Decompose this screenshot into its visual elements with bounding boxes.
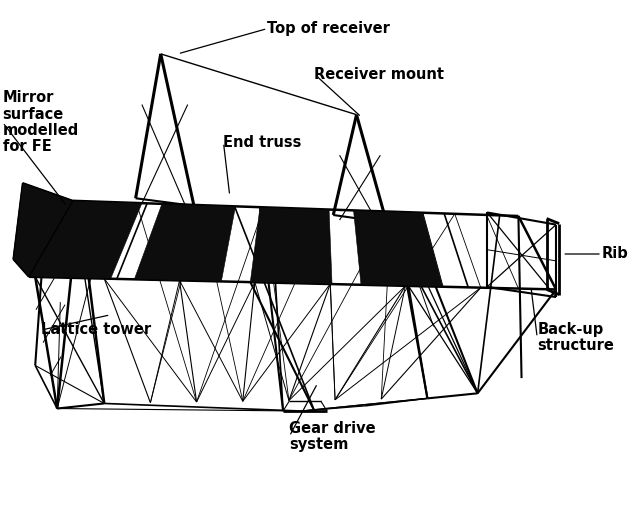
Polygon shape — [135, 204, 236, 281]
Text: Top of receiver: Top of receiver — [267, 21, 391, 36]
Text: Gear drive
system: Gear drive system — [290, 421, 376, 452]
Text: Back-up
structure: Back-up structure — [537, 322, 614, 353]
Text: Lattice tower: Lattice tower — [41, 323, 152, 337]
Text: Receiver mount: Receiver mount — [314, 67, 444, 82]
Polygon shape — [354, 210, 443, 287]
Polygon shape — [250, 207, 332, 284]
Polygon shape — [13, 183, 73, 277]
Text: End truss: End truss — [224, 135, 302, 150]
Text: Mirror
surface
modelled
for FE: Mirror surface modelled for FE — [3, 90, 79, 154]
Polygon shape — [29, 201, 142, 279]
Text: Rib: Rib — [602, 246, 629, 262]
